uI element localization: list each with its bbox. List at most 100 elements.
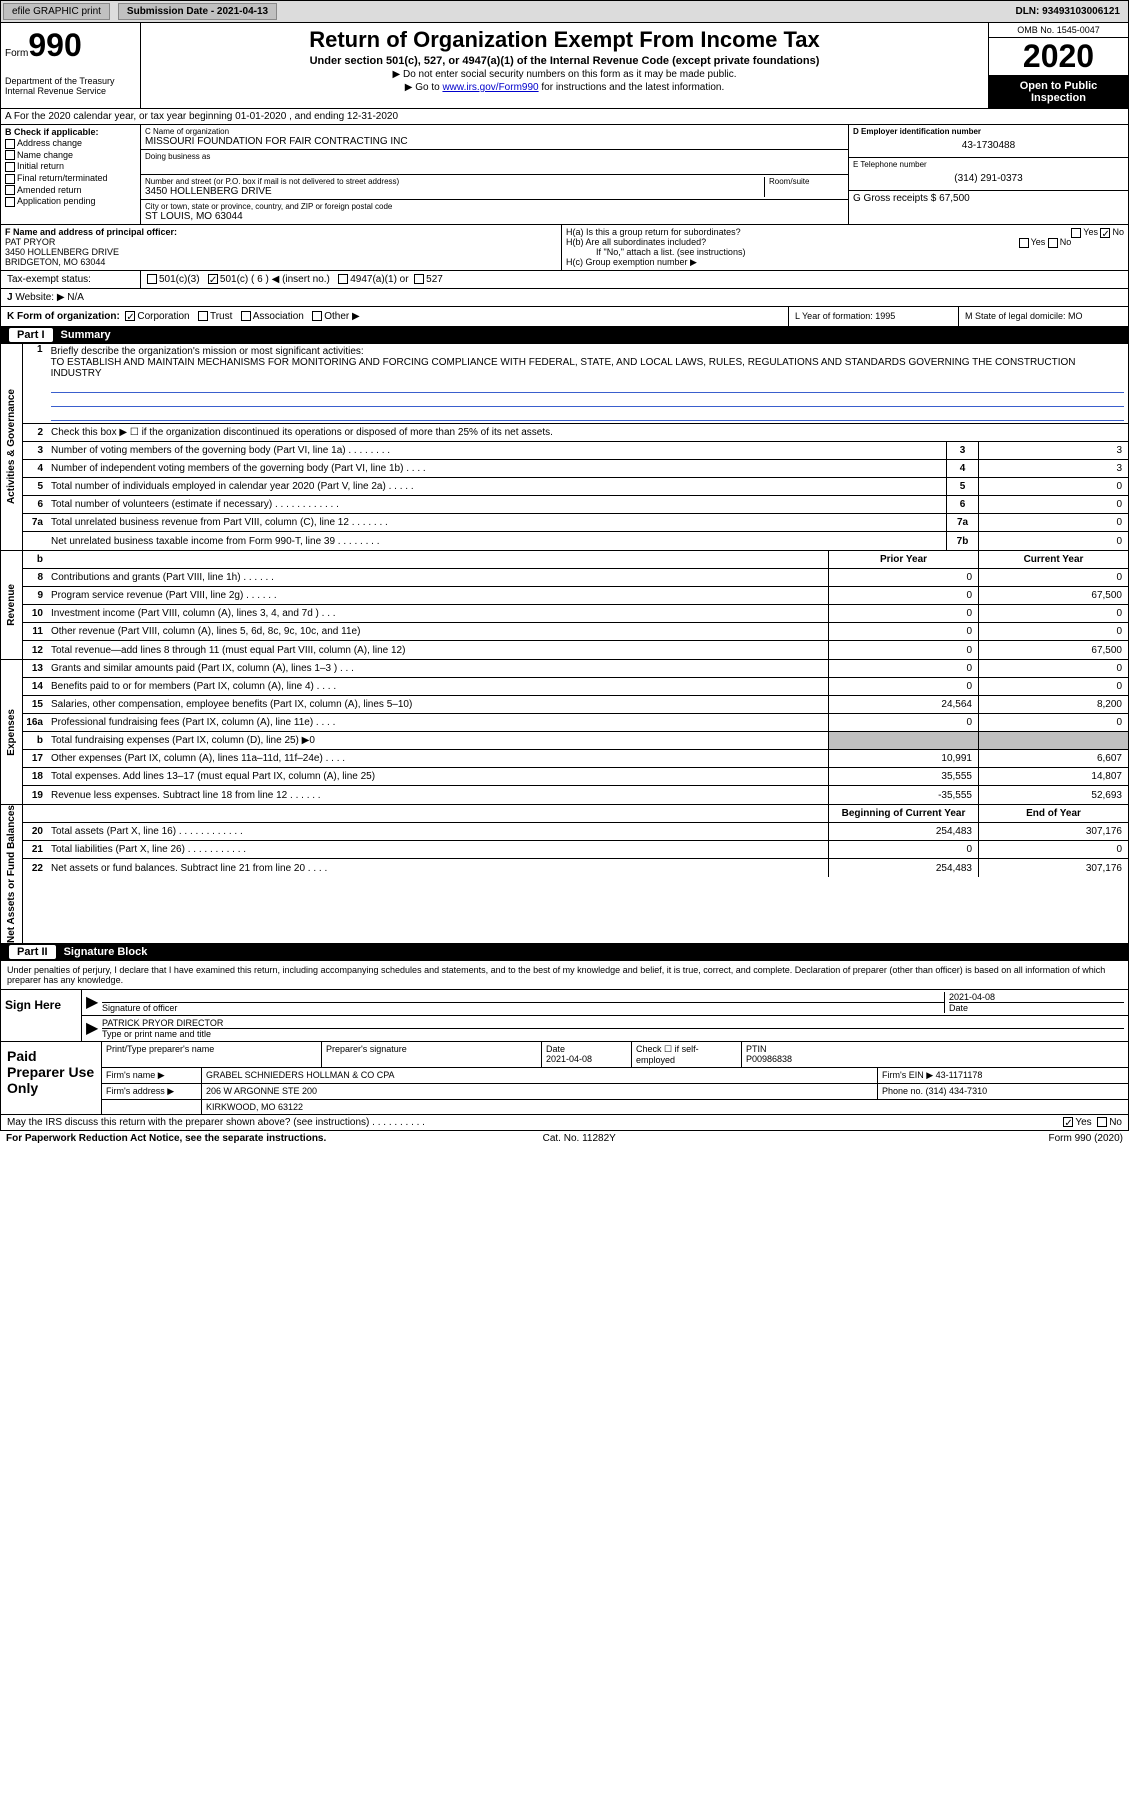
omb-number: OMB No. 1545-0047 [989,23,1128,38]
summary-row: 15Salaries, other compensation, employee… [23,696,1128,714]
row-desc: Check this box ▶ ☐ if the organization d… [47,425,1128,440]
b-item-label: Final return/terminated [17,173,108,183]
corp-checkbox[interactable] [125,311,135,321]
officer-typed-name: PATRICK PRYOR DIRECTOR [102,1018,1124,1028]
other-label: Other ▶ [324,311,359,322]
prior-year-value: 254,483 [828,823,978,840]
prior-year-value: -35,555 [828,786,978,804]
summary-group: RevenuebPrior YearCurrent Year8Contribut… [0,551,1129,660]
b-item-label: Address change [17,138,82,148]
checkbox-initial-return[interactable] [5,162,15,172]
prior-year-value: 0 [828,660,978,677]
ptin: PTIN P00986838 [742,1042,1128,1067]
checkbox-application-pending[interactable] [5,197,15,207]
firm-name-label: Firm's name ▶ [102,1068,202,1083]
phone-label: E Telephone number [853,160,1124,169]
summary-row: 20Total assets (Part X, line 16) . . . .… [23,823,1128,841]
prior-year-value: 254,483 [828,859,978,877]
501c3-checkbox[interactable] [147,274,157,284]
page-footer: For Paperwork Reduction Act Notice, see … [0,1131,1129,1146]
501c3-label: 501(c)(3) [159,274,200,285]
b-item-label: Initial return [17,161,64,171]
part2-header: Part IISignature Block [0,944,1129,961]
hb-no-checkbox[interactable] [1048,238,1058,248]
4947-checkbox[interactable] [338,274,348,284]
open-to-public: Open to Public Inspection [989,76,1128,108]
prep-name-label: Print/Type preparer's name [102,1042,322,1067]
checkbox-name-change[interactable] [5,150,15,160]
row-desc: Professional fundraising fees (Part IX, … [47,715,828,730]
summary-row: 17Other expenses (Part IX, column (A), l… [23,750,1128,768]
other-checkbox[interactable] [312,311,322,321]
goto-pre: ▶ Go to [405,82,443,93]
501c-checkbox[interactable] [208,274,218,284]
summary-row: 14Benefits paid to or for members (Part … [23,678,1128,696]
summary-row: Beginning of Current YearEnd of Year [23,805,1128,823]
row-desc: Benefits paid to or for members (Part IX… [47,679,828,694]
efile-print-button[interactable]: efile GRAPHIC print [3,3,110,20]
current-year-value: 0 [978,678,1128,695]
part2-title: Signature Block [64,946,148,958]
current-year-value: 67,500 [978,641,1128,659]
city-label: City or town, state or province, country… [145,202,844,211]
527-checkbox[interactable] [414,274,424,284]
ha-no-checkbox[interactable] [1100,228,1110,238]
prior-year-value: 35,555 [828,768,978,785]
row-desc: Other expenses (Part IX, column (A), lin… [47,751,828,766]
summary-row: 3Number of voting members of the governi… [23,442,1128,460]
tax-status-label: Tax-exempt status: [1,271,141,288]
mission-text: TO ESTABLISH AND MAINTAIN MECHANISMS FOR… [51,357,1124,379]
form990-link[interactable]: www.irs.gov/Form990 [442,82,538,93]
discuss-yes-checkbox[interactable] [1063,1117,1073,1127]
paid-preparer-block: Paid Preparer Use Only Print/Type prepar… [0,1042,1129,1115]
date-label: Date [949,1002,1124,1013]
sig-officer-label: Signature of officer [102,1002,944,1013]
discuss-no-label: No [1109,1117,1122,1128]
summary-row: 4Number of independent voting members of… [23,460,1128,478]
discuss-row: May the IRS discuss this return with the… [0,1115,1129,1131]
vertical-label: Revenue [6,584,17,626]
section-f: F Name and address of principal officer:… [1,225,561,270]
h-b-label: H(b) Are all subordinates included? [566,237,706,247]
gross-receipts: G Gross receipts $ 67,500 [853,193,1124,204]
summary-row: Net unrelated business taxable income fr… [23,532,1128,550]
summary-row: bTotal fundraising expenses (Part IX, co… [23,732,1128,750]
checkbox-amended-return[interactable] [5,185,15,195]
prior-year-header: Beginning of Current Year [828,805,978,822]
hb-yes-checkbox[interactable] [1019,238,1029,248]
current-year-value: 6,607 [978,750,1128,767]
row-desc: Total assets (Part X, line 16) . . . . .… [47,824,828,839]
f-label: F Name and address of principal officer: [5,227,557,237]
no-label-2: No [1060,237,1072,247]
discuss-no-checkbox[interactable] [1097,1117,1107,1127]
row-desc: Total fundraising expenses (Part IX, col… [47,733,828,748]
h-a-label: H(a) Is this a group return for subordin… [566,227,741,237]
c-name-label: C Name of organization [145,127,844,136]
summary-row: 5Total number of individuals employed in… [23,478,1128,496]
checkbox-address-change[interactable] [5,139,15,149]
line-value: 3 [978,442,1128,459]
yes-label: Yes [1083,227,1098,237]
officer-address: 3450 HOLLENBERG DRIVE BRIDGETON, MO 6304… [5,247,557,267]
org-name: MISSOURI FOUNDATION FOR FAIR CONTRACTING… [145,136,844,147]
website-row: J Website: ▶ N/A [0,289,1129,307]
row-desc: Total number of individuals employed in … [47,479,946,494]
sig-date: 2021-04-08 [949,992,1124,1002]
form-header: Form990 Department of the Treasury Inter… [0,23,1129,109]
current-year-value: 0 [978,714,1128,731]
submission-date-button[interactable]: Submission Date - 2021-04-13 [118,3,277,20]
trust-checkbox[interactable] [198,311,208,321]
form-title: Return of Organization Exempt From Incom… [149,27,980,53]
ein-value: 43-1730488 [853,136,1124,155]
line-value: 3 [978,460,1128,477]
checkbox-final-return-terminated[interactable] [5,174,15,184]
footer-center: Cat. No. 11282Y [543,1133,616,1144]
summary-row: 6Total number of volunteers (estimate if… [23,496,1128,514]
assoc-checkbox[interactable] [241,311,251,321]
form-subtitle-2: ▶ Do not enter social security numbers o… [149,69,980,80]
summary-row: bPrior YearCurrent Year [23,551,1128,569]
ha-yes-checkbox[interactable] [1071,228,1081,238]
current-year-value: 0 [978,841,1128,858]
topbar: efile GRAPHIC print Submission Date - 20… [0,0,1129,23]
tax-exempt-row: Tax-exempt status: 501(c)(3) 501(c) ( 6 … [0,271,1129,289]
